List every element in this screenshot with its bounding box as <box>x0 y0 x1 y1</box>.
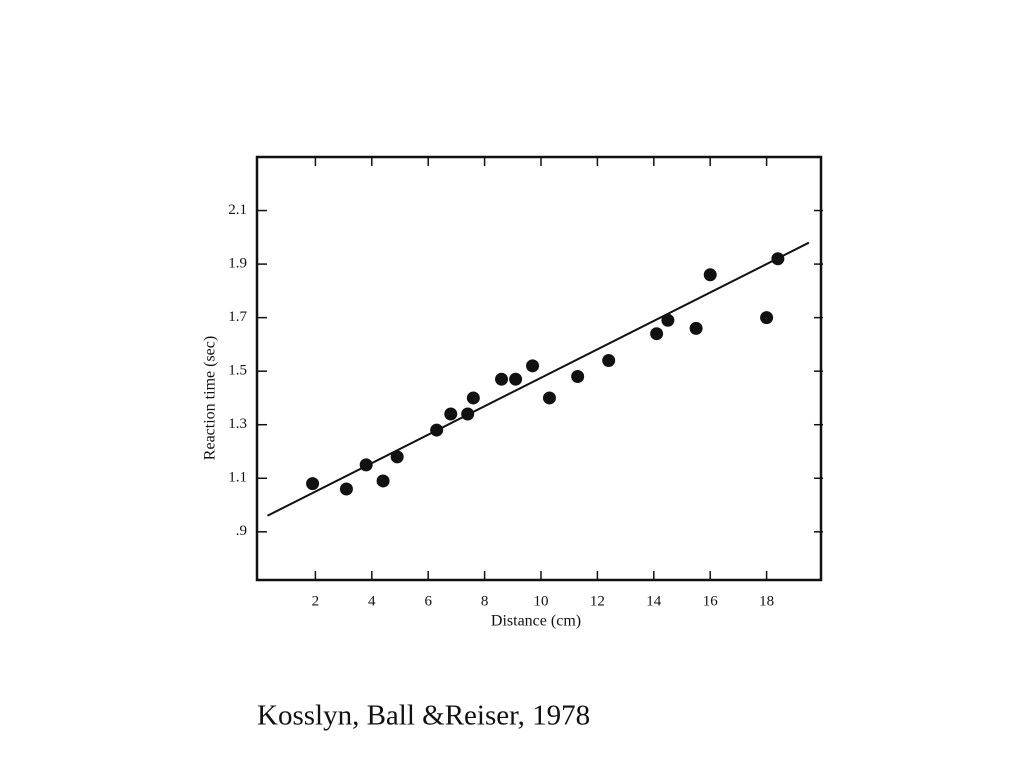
x-tick-label: 8 <box>481 593 489 609</box>
x-tick-label: 6 <box>424 593 432 609</box>
data-point <box>359 458 373 472</box>
data-point <box>306 477 320 491</box>
data-point <box>703 268 717 282</box>
y-tick-label: 2.1 <box>228 202 247 218</box>
x-tick-label: 4 <box>368 593 376 609</box>
data-point <box>771 252 785 266</box>
data-point <box>650 327 664 341</box>
x-tick-label: 14 <box>646 593 662 609</box>
trend-line <box>267 241 810 517</box>
y-tick-label: 1.9 <box>228 256 247 272</box>
data-point <box>602 353 616 367</box>
data-point <box>661 313 675 327</box>
x-tick-label: 2 <box>312 593 320 609</box>
x-tick-label: 16 <box>703 593 719 609</box>
data-point <box>689 321 703 335</box>
x-tick-label: 12 <box>590 593 605 609</box>
data-point <box>390 450 404 464</box>
data-point <box>430 423 444 437</box>
y-tick-label: 1.3 <box>228 416 247 432</box>
x-tick-label: 18 <box>759 593 774 609</box>
data-point <box>509 372 523 386</box>
x-axis-title: Distance (cm) <box>491 613 581 630</box>
x-tick-label: 10 <box>534 593 549 609</box>
data-point <box>339 482 353 496</box>
data-point <box>542 391 556 405</box>
data-point <box>571 370 585 384</box>
data-point <box>760 311 774 325</box>
data-point <box>376 474 390 488</box>
y-axis-title: Reaction time (sec) <box>202 336 219 460</box>
y-tick-label: 1.5 <box>228 363 247 379</box>
data-point <box>526 359 540 373</box>
data-point <box>495 372 509 386</box>
data-point <box>444 407 458 421</box>
y-tick-label: 1.7 <box>228 309 247 325</box>
y-tick-label: .9 <box>236 523 247 539</box>
data-point <box>466 391 480 405</box>
caption: Kosslyn, Ball &Reiser, 1978 <box>257 700 590 732</box>
data-point <box>461 407 475 421</box>
plot-frame <box>255 155 823 582</box>
y-tick-label: 1.1 <box>228 470 247 486</box>
